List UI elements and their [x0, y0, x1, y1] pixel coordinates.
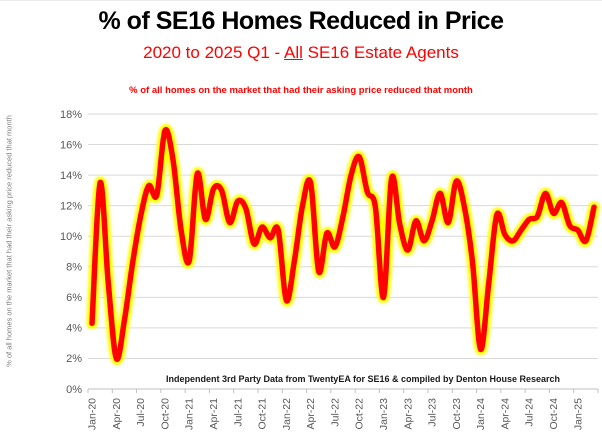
axes-layer	[87, 388, 599, 393]
x-tick-label: Jul-20	[135, 398, 147, 427]
axis-labels-layer: 0% 2% 4% 6% 8% 10% 12% 14% 16% 18% Jan-20 Apr-20 Jul…	[60, 109, 584, 430]
chart-red-note: % of all homes on the market that had th…	[129, 85, 473, 96]
y-tick-label: 16%	[60, 139, 82, 151]
y-tick-label: 4%	[66, 323, 82, 335]
y-tick-label: 0%	[66, 384, 82, 396]
x-tick-label: Jan-23	[378, 398, 390, 430]
y-tick-label: 8%	[66, 262, 82, 274]
subtitle-underlined-word: All	[283, 43, 303, 62]
y-tick-label: 6%	[66, 292, 82, 304]
chart-subtitle: 2020 to 2025 Q1 - All SE16 Estate Agents	[0, 43, 602, 63]
page-title: % of SE16 Homes Reduced in Price	[98, 7, 504, 35]
x-tick-label: Jul-23	[427, 398, 439, 427]
x-tick-label: Jul-22	[329, 398, 341, 427]
x-tick-label: Jul-24	[524, 398, 536, 427]
data-line-glow	[86, 123, 600, 365]
x-tick-label: Apr-20	[111, 398, 123, 430]
source-annotation: Independent 3rd Party Data from TwentyEA…	[165, 374, 561, 384]
x-tick-label: Jan-25	[572, 398, 584, 430]
x-tick-label: Oct-22	[354, 398, 366, 430]
data-line-layer	[86, 123, 600, 365]
x-tick-label: Apr-24	[499, 398, 511, 430]
y-tick-label: 2%	[66, 353, 82, 365]
x-tick-label: Oct-20	[159, 398, 171, 430]
y-tick-label: 12%	[60, 200, 82, 212]
x-tick-label: Oct-24	[548, 398, 560, 430]
x-tick-label: Jan-21	[184, 398, 196, 430]
x-tick-label: Oct-21	[257, 398, 269, 430]
subtitle-suffix: SE16 Estate Agents	[302, 43, 459, 62]
x-tick-label: Jan-20	[87, 398, 99, 430]
x-tick-label: Jan-22	[281, 398, 293, 430]
y-tick-label: 10%	[60, 231, 82, 243]
x-tick-label: Apr-22	[305, 398, 317, 430]
x-tick-label: Jul-21	[232, 398, 244, 427]
x-tick-label: Apr-21	[208, 398, 220, 430]
data-line	[89, 126, 597, 362]
subtitle-prefix: 2020 to 2025 Q1 -	[143, 43, 284, 62]
x-tick-label: Oct-23	[451, 398, 463, 430]
x-tick-label: Jan-24	[475, 398, 487, 430]
y-tick-label: 18%	[60, 109, 82, 121]
x-tick-label: Apr-23	[402, 398, 414, 430]
y-tick-label: 14%	[60, 170, 82, 182]
